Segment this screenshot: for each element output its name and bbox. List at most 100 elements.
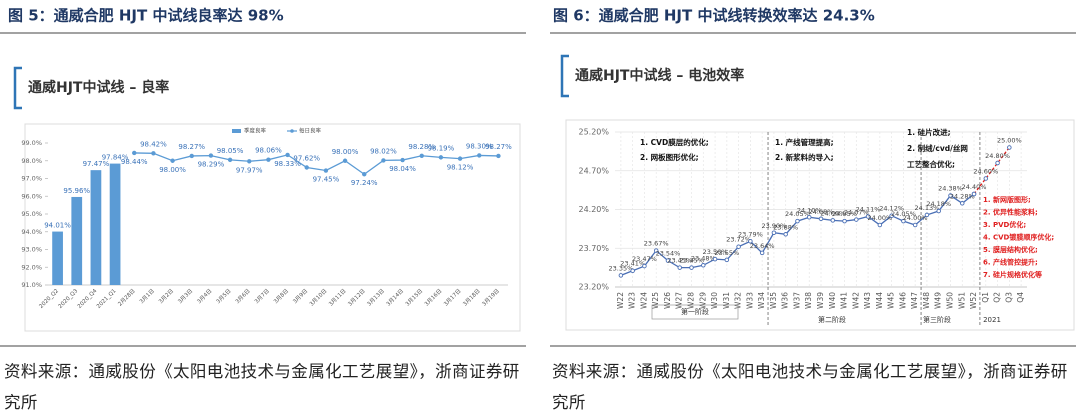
x-tick-label: W50 [945,292,954,309]
annotation: 2. 优异性能浆料; [983,208,1038,217]
data-label: 24.05% [832,210,857,218]
data-label: 94.01% [44,222,71,230]
data-label: 25.00% [997,137,1022,145]
chart-frame [565,119,1075,331]
annotation: 1. CVD膜层的优化; [640,137,709,147]
data-label: 23.88% [773,223,798,231]
line-marker [266,157,271,162]
line-marker [795,218,800,224]
annotation: 2. 新浆料的导入; [775,152,834,162]
data-label: 24.60% [973,168,998,176]
y-tick-label: 92.0% [21,263,42,271]
phase-label: 2021 [983,316,1001,324]
x-tick-label: W40 [828,292,837,309]
x-tick-label: W46 [898,292,907,309]
line-marker [759,250,765,256]
line-marker [208,153,214,158]
line-marker [151,151,156,156]
annotation: 1. 新网版图形; [983,195,1031,204]
x-tick-label: W29 [698,292,707,309]
data-label: 98.30% [466,142,493,150]
data-label: 98.00% [332,148,359,156]
data-label: 23.67% [644,240,669,248]
y-tick-label: 94.0% [21,228,42,236]
line-marker [842,218,847,224]
data-label: 24.13% [915,204,940,212]
line-marker [865,214,871,219]
x-tick-label: W48 [922,292,931,309]
line-marker [971,191,977,197]
line-marker [170,158,175,163]
data-label: 98.42% [140,140,167,148]
phase-label: 第三阶段 [923,315,951,324]
data-label: 23.90% [762,222,787,230]
x-tick-label: W34 [757,292,766,309]
x-tick-label: W24 [639,292,648,309]
data-label: 98.27% [178,143,205,151]
data-label: 24.00% [867,214,892,222]
y-tick-label: 25.20% [578,128,609,137]
x-tick-label: W30 [710,292,719,309]
y-tick-label: 23.20% [578,283,609,292]
subtitle-bracket [13,66,22,110]
annotation: 3. PVD优化; [983,220,1026,229]
line-marker [771,230,777,235]
line-marker [948,193,953,198]
annotation: 6. 产线管控提升; [983,258,1038,267]
data-label: 98.06% [255,147,282,155]
series-line [134,152,499,176]
line-marker [677,265,682,270]
line-marker [323,168,329,173]
x-tick-label: W38 [804,292,813,309]
figure-title: 图 6：通威合肥 HJT 中试线转换效率达 24.3% [553,7,875,25]
line-marker [806,214,812,220]
data-label: 23.56% [703,248,728,256]
x-tick-label: W26 [663,292,672,309]
data-label: 23.45% [679,257,704,265]
x-tick-label: Q4 [1016,292,1025,303]
chart-subtitle: 通威HJT中试线 – 电池效率 [575,67,744,84]
data-label: 24.40% [962,183,987,191]
annotation: 5. 膜层结构优化; [983,245,1038,254]
x-tick-label: W49 [934,292,943,309]
annotation: 工艺整合优化; [907,159,955,169]
source-note: 资料来源：通威股份《太阳电池技术与金属化工艺展望》，浙商证券研究所 [552,362,1068,412]
line-marker [477,153,482,158]
line-marker [653,248,659,253]
data-label: 23.55% [714,249,739,257]
line-marker [924,212,930,218]
line-marker [342,158,348,163]
line-marker [189,153,194,159]
x-tick-label: W28 [687,292,696,309]
data-label: 24.18% [926,200,951,208]
annotation: 1. 硅片改进; [907,127,951,137]
line-marker [912,222,918,228]
data-label: 98.29% [198,161,225,169]
legend-swatch [290,129,294,133]
data-label: 98.02% [370,147,397,155]
line-marker [854,217,859,222]
figure-title: 图 5：通威合肥 HJT 中试线良率达 98% [8,7,284,25]
y-tick-label: 96.0% [21,192,42,200]
line-marker [642,263,647,269]
subtitle-bracket [560,54,569,98]
line-marker [665,258,671,263]
data-label: 24.80% [985,152,1010,160]
data-label: 23.79% [738,230,763,238]
data-label: 98.04% [389,165,416,173]
data-label: 98.28% [408,143,435,151]
y-tick-label: 98.0% [21,157,42,165]
data-label: 98.27% [485,143,512,151]
line-marker [877,222,883,228]
x-tick-label: W51 [957,292,966,309]
data-label: 23.47% [632,255,657,263]
data-label: 23.41% [620,260,645,268]
x-tick-label: Q2 [993,292,1002,303]
annotation: 2. 制绒/cvd/丝网 [907,143,968,153]
x-tick-label: W33 [745,292,754,309]
phase-label: 第二阶段 [818,315,846,324]
data-label: 24.06% [820,209,845,217]
data-label: 24.10% [797,206,822,214]
data-label: 23.45% [667,257,692,265]
